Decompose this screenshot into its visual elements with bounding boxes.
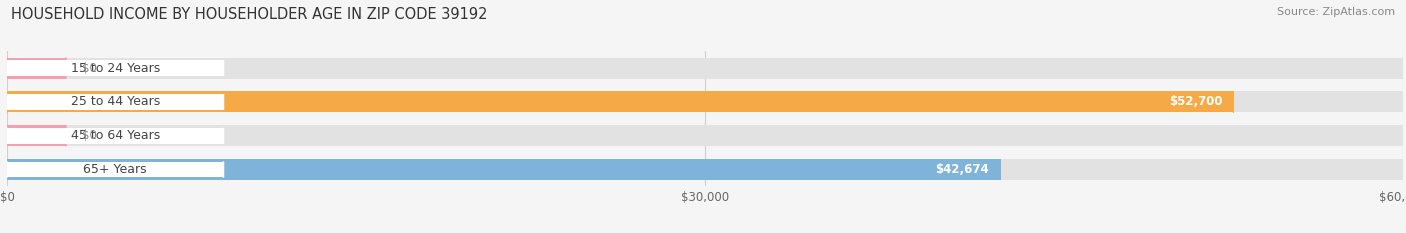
Text: 65+ Years: 65+ Years (83, 163, 148, 176)
Bar (7, 58, 66, 79)
Bar (7, 58, 1403, 79)
Bar (7, 159, 1403, 180)
Bar (7, 159, 1000, 180)
Bar (7, 92, 1233, 112)
Text: 45 to 64 Years: 45 to 64 Years (70, 129, 160, 142)
Text: $0: $0 (83, 62, 97, 75)
Bar (7, 92, 1403, 112)
Text: HOUSEHOLD INCOME BY HOUSEHOLDER AGE IN ZIP CODE 39192: HOUSEHOLD INCOME BY HOUSEHOLDER AGE IN Z… (11, 7, 488, 22)
Text: 25 to 44 Years: 25 to 44 Years (70, 96, 160, 108)
Bar (7, 125, 66, 146)
Bar (7, 125, 1403, 146)
Bar (7, 162, 224, 177)
Text: $52,700: $52,700 (1168, 96, 1222, 108)
Bar (7, 94, 224, 110)
Bar (7, 60, 224, 76)
Text: $0: $0 (83, 129, 97, 142)
Bar (7, 128, 224, 144)
Text: 15 to 24 Years: 15 to 24 Years (70, 62, 160, 75)
Text: Source: ZipAtlas.com: Source: ZipAtlas.com (1277, 7, 1395, 17)
Text: $42,674: $42,674 (935, 163, 988, 176)
